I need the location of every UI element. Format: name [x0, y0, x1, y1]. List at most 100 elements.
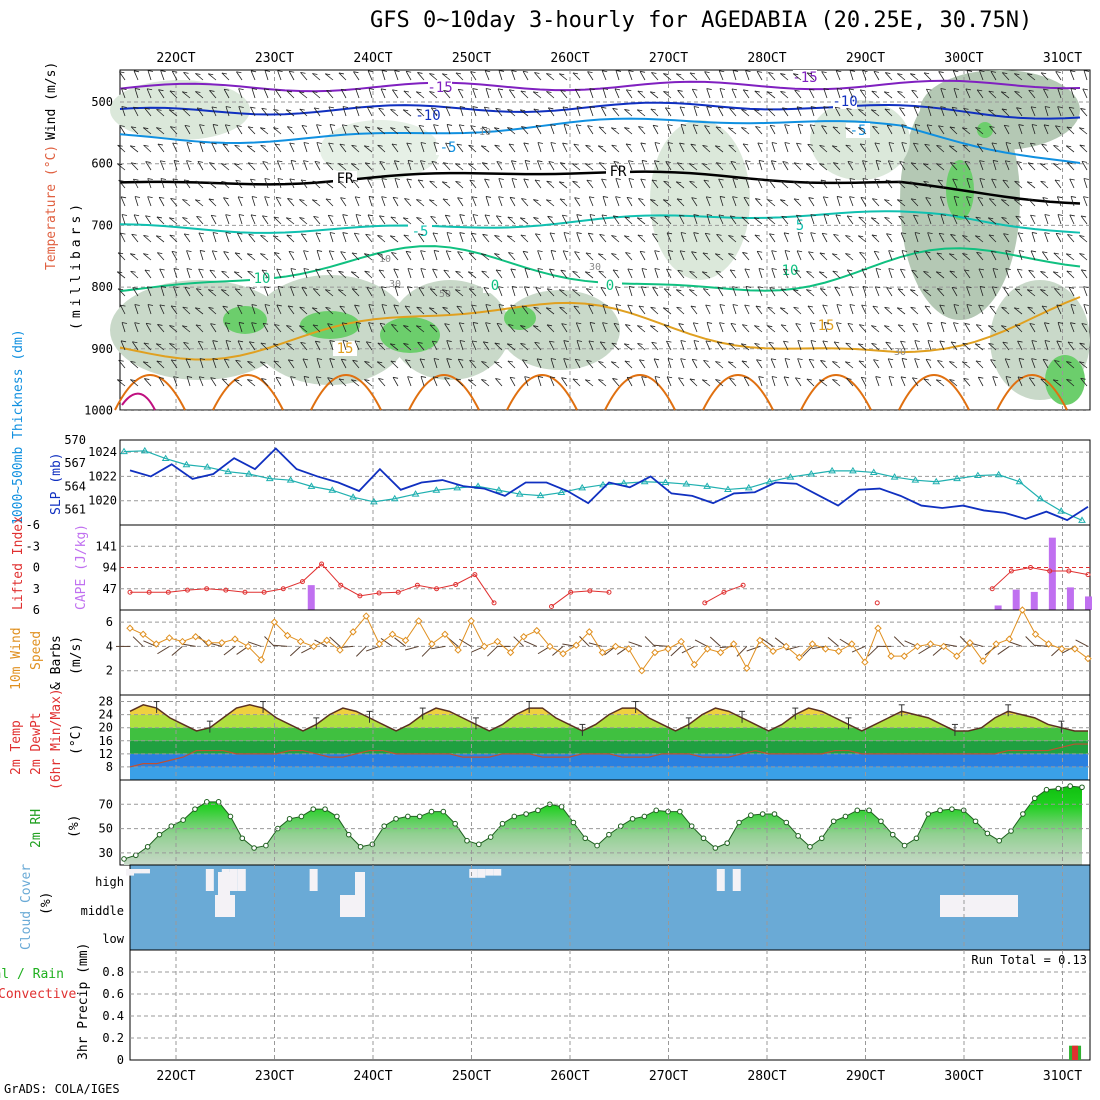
wind-barb: [666, 232, 672, 243]
wind-barb-flag: [249, 341, 255, 344]
thickness-marker: [932, 477, 941, 485]
wind-barb: [484, 214, 490, 225]
wind-barb: [975, 109, 984, 117]
wind-barb-flag: [433, 142, 439, 144]
wind-barb-flag: [378, 107, 384, 110]
wind-barb: [313, 107, 321, 117]
rh-marker: [263, 842, 269, 849]
wind10m-barb: [380, 637, 393, 647]
wind-barb: [509, 89, 516, 99]
thickness-marker: [765, 477, 774, 485]
wind-barb: [506, 343, 516, 351]
wind-barb-flag: [300, 341, 306, 344]
wind-barb-flag: [689, 289, 695, 292]
wind-barb-flag: [732, 178, 738, 180]
wind-barb: [1079, 235, 1088, 243]
wind-barb-flag: [563, 250, 569, 253]
wind-barb: [832, 270, 841, 279]
wind-barb: [651, 341, 659, 351]
wind-barb-flag: [1017, 268, 1023, 271]
wind-barb-flag: [157, 252, 163, 254]
rh-blob: [810, 100, 910, 180]
wind-barb-flag: [455, 72, 462, 75]
wind-barb-flag: [900, 340, 906, 343]
wind-barb-flag: [641, 160, 648, 162]
wind-barb-flag: [143, 361, 149, 364]
wind-barb-flag: [784, 358, 791, 360]
precip-tick: 0.4: [102, 1009, 124, 1023]
wind-barb-flag: [1041, 72, 1047, 75]
wind-barb: [428, 307, 438, 315]
wind-barb: [1017, 340, 1023, 351]
mb-ylabel: (millibars): [69, 200, 84, 330]
wind-barb: [225, 340, 230, 351]
wind-barb: [1057, 88, 1062, 99]
wind-barb-flag: [351, 271, 357, 274]
wind-barb-flag: [262, 161, 268, 163]
wind-barb-flag: [767, 325, 773, 328]
wind-barb: [494, 342, 503, 351]
cloud-high-gap: [493, 869, 502, 876]
wind-barb-flag: [849, 286, 855, 289]
top-x-label: 30OCT: [944, 51, 983, 66]
wind-barb-flag: [845, 127, 851, 130]
wind-barb: [251, 322, 256, 333]
wind-barb-flag: [754, 109, 760, 112]
wind-barb: [260, 235, 269, 243]
wind-barb-flag: [913, 142, 919, 145]
wind-barb: [314, 161, 321, 171]
wind-barb: [754, 90, 763, 99]
wind-barb-flag: [937, 360, 943, 362]
wind-barb-flag: [962, 361, 968, 364]
wind-barb-flag: [221, 289, 227, 292]
wind-barb: [340, 89, 347, 99]
cloud-high-gap: [309, 869, 318, 891]
cape-bar: [1066, 587, 1074, 610]
wind-barb: [338, 72, 347, 81]
wind-barb: [937, 360, 945, 369]
wind-barb-flag: [585, 379, 591, 382]
wind-speed-marker: [506, 648, 515, 657]
wind-barb-flag: [1066, 253, 1072, 256]
wind-barb-flag: [654, 250, 660, 252]
wind-barb-flag: [732, 196, 738, 199]
wind-barb: [913, 142, 919, 153]
wind-barb-flag: [364, 379, 370, 381]
wind-barb-flag: [485, 322, 491, 325]
isotherm-20: [800, 374, 872, 411]
wind-barb-flag: [289, 178, 295, 181]
wind-barb: [589, 322, 594, 333]
wind-barb: [133, 106, 139, 117]
wind-barb: [792, 73, 802, 81]
wind-barb: [286, 343, 295, 351]
wind-barb-flag: [809, 358, 815, 361]
wind-barb-flag: [403, 234, 409, 237]
li-marker: [299, 579, 305, 585]
wind-barb-flag: [728, 235, 734, 237]
wind-barb-flag: [952, 214, 958, 217]
wind-barb-flag: [379, 215, 385, 218]
wind-barb: [559, 306, 568, 315]
wind-barb: [432, 376, 438, 387]
wind-barb: [472, 106, 477, 117]
wind-barb-flag: [795, 377, 801, 380]
wind10m-barb: [289, 646, 301, 657]
li-marker: [146, 589, 152, 595]
wind-barb-flag: [744, 376, 750, 379]
wind-barb: [507, 127, 516, 135]
wind-barb: [845, 235, 854, 243]
wind-barb: [380, 88, 386, 99]
wind-barb-flag: [1018, 358, 1025, 360]
wind-barb-flag: [459, 106, 466, 108]
wind-barb: [160, 70, 165, 81]
wind-barb-flag: [680, 358, 686, 360]
wind-barb-flag: [264, 196, 270, 198]
wind-barb: [953, 196, 958, 207]
wind-barb-flag: [275, 376, 282, 379]
wind-barb: [381, 304, 386, 315]
wind-barb: [678, 377, 685, 387]
wind-barb-flag: [1066, 145, 1072, 148]
wind-barb-flag: [1001, 325, 1007, 328]
wind-barb: [831, 145, 841, 153]
run-total: Run Total = 0.13: [971, 953, 1087, 967]
